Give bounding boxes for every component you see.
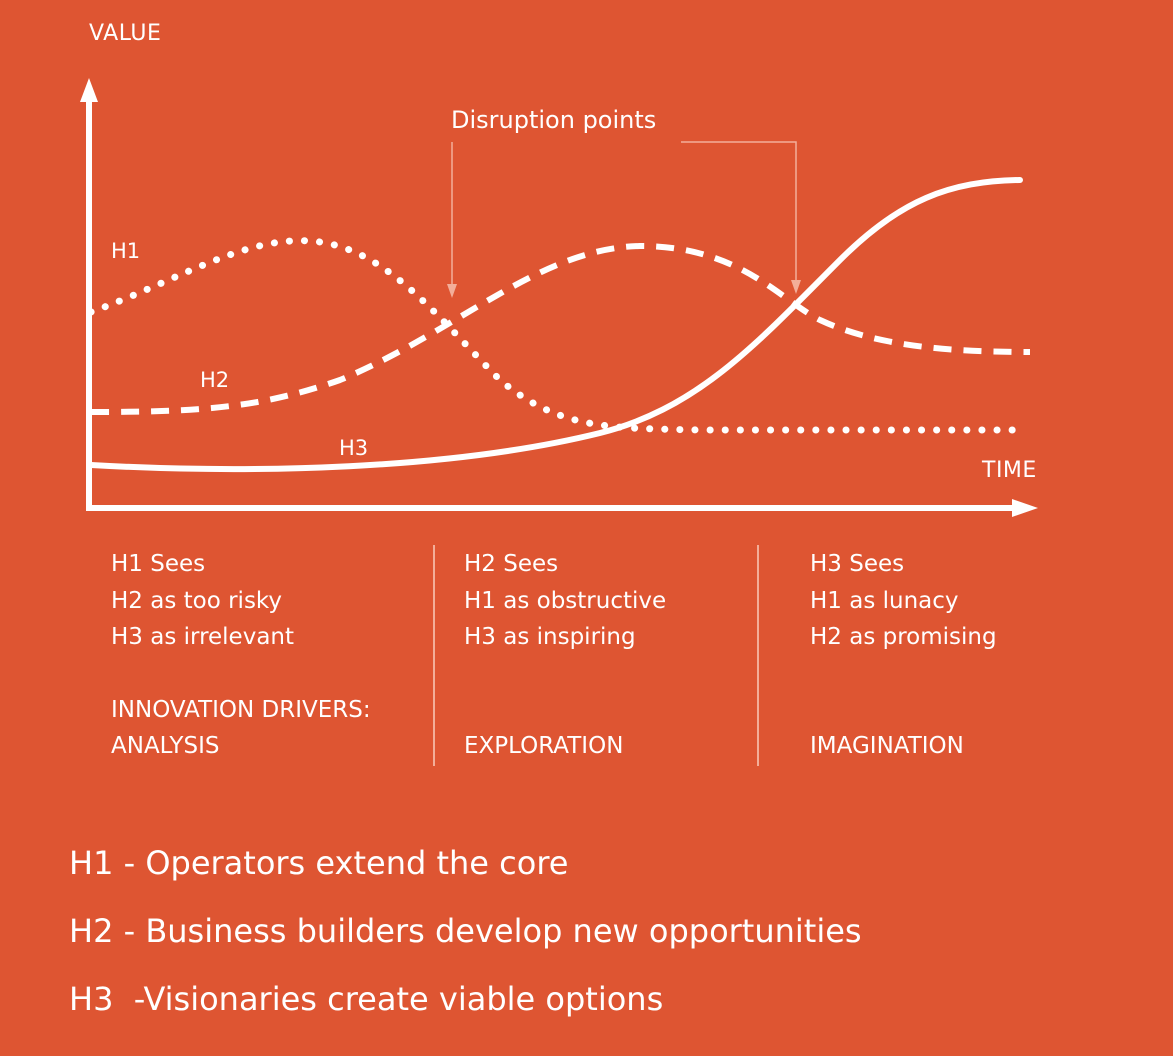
h1-curve bbox=[87, 237, 1024, 434]
column-h2-driver: EXPLORATION bbox=[464, 733, 624, 759]
disruption-points-label: Disruption points bbox=[451, 106, 657, 134]
column-h1-driver: ANALYSIS bbox=[111, 733, 220, 759]
innovation-drivers-heading: INNOVATION DRIVERS: bbox=[111, 696, 371, 723]
callout-arrowhead-right bbox=[791, 280, 801, 294]
callout-connector-right bbox=[681, 141, 797, 282]
h3-curve bbox=[88, 177, 1023, 473]
legend-h3: H3 -Visionaries create viable options bbox=[69, 980, 664, 1018]
callout-arrowhead-left bbox=[447, 284, 457, 298]
legend-h2: H2 - Business builders develop new oppor… bbox=[69, 912, 862, 950]
h2-curve bbox=[90, 242, 1031, 415]
horizons-diagram bbox=[80, 78, 1038, 517]
column-h2: H2 Sees H1 as obstructive H3 as inspirin… bbox=[464, 546, 666, 765]
h3-curve-label: H3 bbox=[339, 436, 369, 460]
column-h3-line-2: H1 as lunacy bbox=[810, 587, 959, 614]
y-axis-label: VALUE bbox=[89, 21, 162, 46]
column-h2-line-1: H2 Sees bbox=[464, 551, 559, 577]
column-h3: H3 Sees H1 as lunacy H2 as promising IMA… bbox=[810, 546, 997, 765]
column-h3-driver: IMAGINATION bbox=[810, 733, 964, 759]
column-h1-line-2: H2 as too risky bbox=[111, 587, 283, 614]
column-h1-line-1: H1 Sees bbox=[111, 551, 206, 577]
column-h2-line-2: H1 as obstructive bbox=[464, 587, 667, 614]
column-h2-line-3: H3 as inspiring bbox=[464, 624, 636, 650]
column-divider-2 bbox=[757, 545, 759, 766]
x-axis-label: TIME bbox=[982, 458, 1037, 483]
h1-curve-label: H1 bbox=[111, 239, 141, 263]
legend-h1: H1 - Operators extend the core bbox=[69, 844, 569, 882]
column-h1: H1 Sees H2 as too risky H3 as irrelevant… bbox=[111, 546, 371, 765]
y-axis-arrowhead bbox=[80, 78, 98, 102]
column-h3-line-1: H3 Sees bbox=[810, 551, 905, 577]
column-divider-1 bbox=[433, 545, 435, 766]
column-h1-line-3: H3 as irrelevant bbox=[111, 624, 295, 650]
column-h3-line-3: H2 as promising bbox=[810, 624, 997, 650]
h2-curve-label: H2 bbox=[200, 368, 230, 392]
x-axis-arrowhead bbox=[1012, 499, 1038, 517]
